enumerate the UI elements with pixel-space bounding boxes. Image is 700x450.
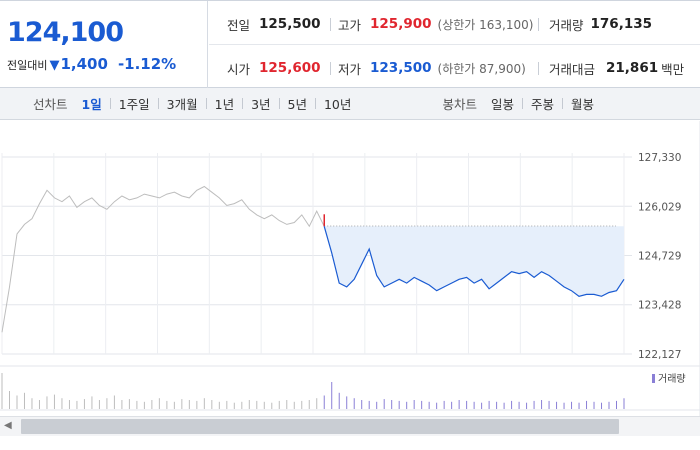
prev-close-label: 전일: [227, 17, 251, 33]
divider: [157, 98, 159, 109]
volume-legend-label: 거래량: [658, 373, 686, 385]
amount-label: 거래대금: [549, 61, 596, 77]
price-line: [323, 226, 625, 297]
amount-value: 21,861: [606, 60, 659, 76]
chart-scrollbar[interactable]: ◀: [0, 416, 700, 436]
down-triangle-icon: ▼: [49, 58, 60, 73]
row-divider: [209, 44, 700, 45]
candle-monthly[interactable]: 월봉: [570, 97, 594, 112]
amount-cell: 거래대금 21,861 백만: [549, 58, 684, 78]
prev-close-value: 125,500: [259, 16, 321, 32]
upper-limit: (상한가 163,100): [437, 17, 534, 32]
high-value: 125,900: [370, 16, 432, 32]
price-chart[interactable]: 127,330 126,029 124,729 123,428 122,127 거래량: [0, 121, 700, 416]
divider: [561, 98, 563, 109]
period-1d[interactable]: 1일: [81, 97, 102, 112]
change-rate: -1.12%: [117, 55, 177, 73]
candle-chart-label: 봉차트: [442, 97, 477, 112]
divider: [278, 98, 280, 109]
amount-unit: 백만: [661, 61, 685, 77]
prev-close-cell: 전일 125,500: [227, 14, 321, 34]
chart-svg: 127,330 126,029 124,729 123,428 122,127 거래량: [0, 121, 700, 416]
divider: [538, 18, 539, 31]
volume-label: 거래량: [549, 17, 584, 33]
divider: [314, 98, 316, 109]
price-area: [324, 226, 624, 297]
open-label: 시가: [227, 61, 251, 77]
open-value: 125,600: [259, 60, 321, 76]
y-tick-label: 123,428: [638, 300, 681, 312]
volume-cell: 거래량 176,135: [549, 14, 652, 34]
y-tick-label: 126,029: [638, 201, 681, 213]
price-box: 124,100 전일대비 ▼ 1,400 -1.12%: [0, 1, 208, 88]
period-1y[interactable]: 1년: [214, 97, 235, 112]
divider: [109, 98, 111, 109]
divider: [330, 62, 331, 75]
y-tick-label: 122,127: [638, 349, 681, 361]
period-3m[interactable]: 3개월: [166, 97, 198, 112]
line-chart-label: 선차트: [33, 97, 68, 112]
change-value: 1,400: [60, 55, 108, 73]
scroll-thumb[interactable]: [21, 419, 619, 434]
lower-limit: (하한가 87,900): [437, 61, 526, 76]
high-cell: 고가 125,900 (상한가 163,100): [338, 14, 533, 34]
open-cell: 시가 125,600: [227, 58, 321, 78]
quote-summary: 124,100 전일대비 ▼ 1,400 -1.12% 전일 125,500 고…: [0, 0, 700, 88]
high-label: 고가: [338, 17, 362, 33]
volume-legend-swatch: [652, 374, 655, 383]
volume-value: 176,135: [590, 16, 653, 32]
change-label: 전일대비: [7, 59, 48, 72]
scroll-left-icon[interactable]: ◀: [4, 420, 12, 431]
low-cell: 저가 123,500 (하한가 87,900): [338, 58, 526, 78]
chart-toolbar: 선차트 1일 1주일 3개월 1년 3년 5년 10년 봉차트 일봉 주봉 월봉: [0, 88, 700, 120]
y-tick-label: 127,330: [638, 152, 681, 164]
prev-session-line: [1, 185, 325, 333]
quote-grid: 전일 125,500 고가 125,900 (상한가 163,100) 거래량 …: [209, 1, 700, 88]
divider: [205, 98, 207, 109]
divider: [538, 62, 539, 75]
divider: [330, 18, 331, 31]
y-tick-label: 124,729: [638, 250, 681, 262]
candle-daily[interactable]: 일봉: [490, 97, 514, 112]
period-3y[interactable]: 3년: [251, 97, 271, 112]
current-price: 124,100: [7, 17, 124, 48]
change-row: 전일대비 ▼ 1,400 -1.12%: [7, 55, 176, 73]
period-5y[interactable]: 5년: [287, 97, 307, 112]
low-value: 123,500: [370, 60, 432, 76]
divider: [242, 98, 244, 109]
divider: [521, 98, 523, 109]
period-10y[interactable]: 10년: [323, 97, 352, 112]
low-label: 저가: [338, 61, 362, 77]
candle-weekly[interactable]: 주봉: [530, 97, 554, 112]
period-1w[interactable]: 1주일: [118, 97, 150, 112]
